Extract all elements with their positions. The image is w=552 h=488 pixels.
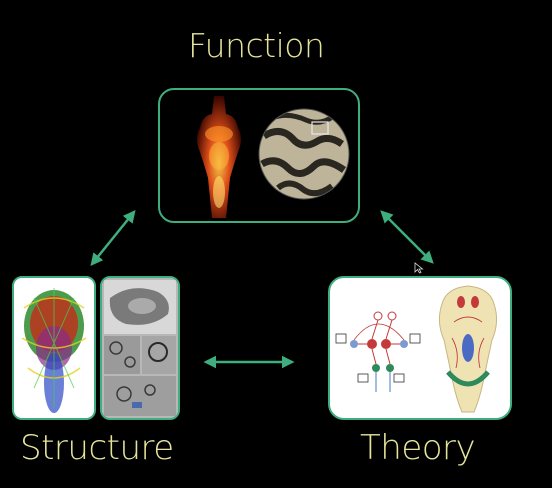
electron-microscopy-images — [102, 278, 178, 418]
arrow-function-theory — [380, 210, 434, 264]
fish-brain-schematic — [438, 285, 498, 413]
mouse-cursor-icon — [414, 262, 424, 274]
circuit-model-diagram — [335, 311, 421, 392]
connectome-tile — [12, 276, 96, 420]
function-panel — [158, 88, 360, 223]
neural-activity-micrograph — [258, 108, 350, 200]
connectome-tracing-image — [14, 278, 94, 418]
function-label: Function — [188, 26, 325, 65]
theory-panel — [328, 276, 512, 420]
arrow-function-structure — [90, 210, 136, 266]
structure-label: Structure — [20, 428, 174, 468]
electron-microscopy-tile — [100, 276, 180, 420]
calcium-imaging-brain-image — [197, 96, 241, 218]
theory-label: Theory — [360, 428, 476, 468]
